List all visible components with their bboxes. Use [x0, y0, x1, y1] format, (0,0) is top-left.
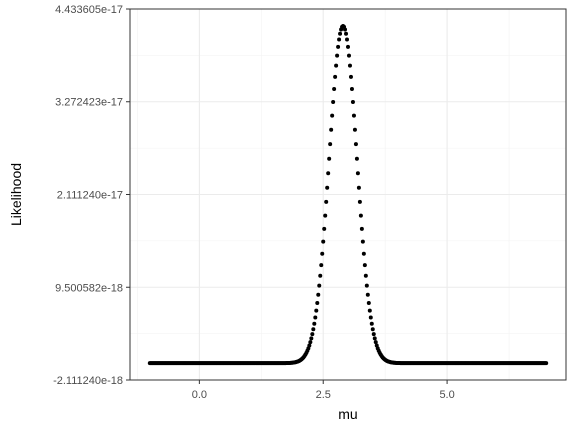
data-point — [346, 44, 350, 49]
data-point — [352, 127, 357, 132]
data-point — [332, 86, 337, 91]
data-point — [323, 213, 328, 218]
data-point — [350, 99, 355, 104]
data-point — [354, 156, 359, 161]
data-point — [325, 185, 330, 190]
y-axis-title: Likelihood — [8, 163, 24, 226]
data-point — [544, 361, 549, 366]
data-point — [310, 332, 315, 337]
y-tick-label: 3.272423e-17 — [55, 97, 123, 109]
data-point — [333, 74, 338, 79]
y-tick-label: -2.111240e-18 — [53, 375, 123, 387]
data-point — [344, 31, 349, 36]
data-point — [370, 327, 375, 332]
data-point — [373, 340, 378, 345]
data-point — [359, 226, 364, 231]
y-tick-label: 4.433605e-17 — [55, 4, 123, 16]
data-point — [317, 283, 322, 288]
data-point — [367, 308, 372, 313]
data-point — [321, 239, 326, 244]
data-point — [369, 321, 374, 326]
data-point — [351, 113, 356, 118]
x-tick-label: 5.0 — [439, 389, 454, 401]
data-point — [308, 340, 313, 345]
data-point — [318, 273, 323, 278]
x-axis-title: mu — [338, 406, 357, 422]
data-point — [324, 199, 329, 204]
data-point — [337, 37, 342, 42]
data-point — [343, 27, 348, 32]
data-point — [347, 63, 352, 68]
data-point — [361, 251, 366, 256]
data-point — [358, 213, 363, 218]
x-tick-label: 2.5 — [316, 389, 331, 401]
data-point — [319, 263, 324, 268]
data-point — [338, 31, 343, 36]
data-point — [328, 142, 333, 147]
data-point — [364, 283, 369, 288]
data-point — [348, 74, 353, 79]
data-point — [316, 292, 321, 297]
data-point — [311, 327, 316, 332]
data-point — [349, 86, 354, 91]
data-point — [314, 308, 319, 313]
y-tick-label: 9.500582e-18 — [55, 282, 123, 294]
data-point — [320, 251, 325, 256]
data-point — [322, 226, 327, 231]
data-point — [355, 171, 360, 176]
data-point — [326, 171, 331, 176]
data-point — [307, 343, 312, 348]
y-tick-label: 2.111240e-17 — [57, 190, 123, 202]
data-point — [365, 292, 370, 297]
data-point — [360, 239, 365, 244]
data-point — [356, 185, 361, 190]
data-point — [335, 53, 340, 58]
data-point — [313, 315, 318, 320]
data-point — [309, 336, 314, 341]
data-point — [357, 199, 362, 204]
data-point — [334, 63, 339, 68]
data-point — [315, 301, 320, 306]
x-axis-ticks: 0.0 2.5 5.0 — [192, 380, 455, 401]
data-point — [336, 44, 341, 49]
data-points — [147, 24, 549, 366]
data-point — [366, 301, 371, 306]
data-point — [362, 263, 367, 268]
data-point — [346, 53, 351, 58]
data-point — [371, 332, 376, 337]
data-point — [372, 336, 377, 341]
data-point — [327, 156, 332, 161]
data-point — [329, 127, 334, 132]
y-axis-ticks: -2.111240e-18 9.500582e-18 2.111240e-17 3.2… — [53, 4, 130, 387]
data-point — [312, 321, 317, 326]
data-point — [345, 37, 350, 42]
data-point — [363, 273, 368, 278]
data-point — [331, 99, 336, 104]
x-tick-label: 0.0 — [192, 389, 207, 401]
data-point — [330, 113, 335, 118]
data-point — [353, 142, 358, 147]
data-point — [368, 315, 373, 320]
